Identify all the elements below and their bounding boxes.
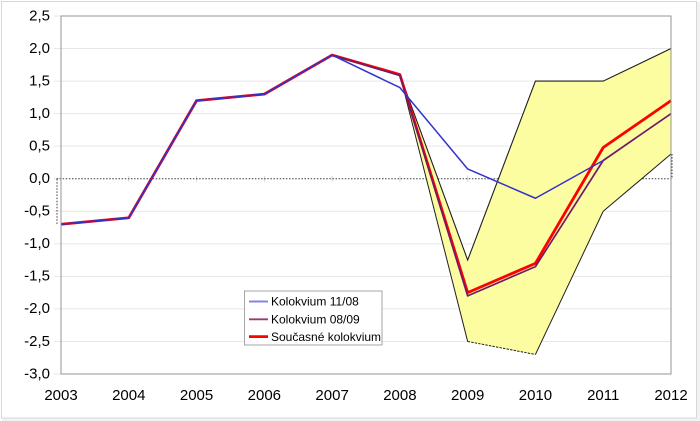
svg-text:-2,0: -2,0 <box>24 300 50 317</box>
svg-text:2004: 2004 <box>112 387 145 404</box>
svg-text:2008: 2008 <box>383 387 416 404</box>
svg-text:2007: 2007 <box>315 387 348 404</box>
svg-text:Kolokvium 08/09: Kolokvium 08/09 <box>271 313 360 327</box>
svg-text:2,0: 2,0 <box>29 40 50 57</box>
svg-text:1,5: 1,5 <box>29 72 50 89</box>
svg-text:-3,0: -3,0 <box>24 365 50 382</box>
svg-text:-1,0: -1,0 <box>24 235 50 252</box>
svg-text:Současné kolokvium: Současné kolokvium <box>271 330 381 344</box>
svg-text:1,0: 1,0 <box>29 105 50 122</box>
svg-text:0,5: 0,5 <box>29 138 50 155</box>
svg-text:2003: 2003 <box>44 387 77 404</box>
svg-text:2009: 2009 <box>451 387 484 404</box>
svg-text:Kolokvium 11/08: Kolokvium 11/08 <box>271 295 359 309</box>
svg-text:2011: 2011 <box>587 387 619 404</box>
svg-text:-0,5: -0,5 <box>24 203 50 220</box>
svg-text:2010: 2010 <box>519 387 552 404</box>
svg-text:2012: 2012 <box>654 387 687 404</box>
svg-text:2006: 2006 <box>248 387 281 404</box>
svg-text:-1,5: -1,5 <box>24 268 50 285</box>
svg-text:0,0: 0,0 <box>29 170 50 187</box>
svg-text:-2,5: -2,5 <box>24 333 50 350</box>
svg-text:2005: 2005 <box>180 387 213 404</box>
svg-text:2,5: 2,5 <box>29 7 50 24</box>
